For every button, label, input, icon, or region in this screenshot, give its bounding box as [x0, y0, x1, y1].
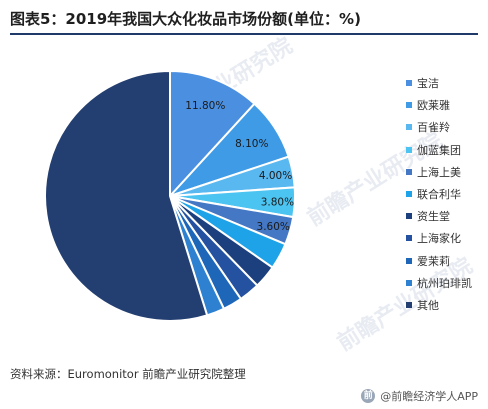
legend-label: 其他 [417, 298, 439, 312]
pie-slice [169, 69, 256, 199]
legend-swatch [406, 102, 412, 109]
legend-item: 百雀羚 [406, 116, 472, 138]
legend-item: 欧莱雅 [406, 94, 472, 116]
slice-data-label: 4.00% [259, 170, 292, 182]
legend-item: 上海家化 [406, 227, 472, 249]
brand-logo-icon: 前 [361, 389, 376, 403]
legend-label: 宝洁 [417, 77, 439, 91]
legend-label: 联合利华 [417, 188, 461, 202]
legend-label: 百雀羚 [417, 121, 450, 135]
brand-credit: 前 @前瞻经济学人APP [361, 388, 478, 404]
legend-swatch [406, 213, 412, 220]
legend-item: 杭州珀琲凯 [406, 272, 472, 294]
legend-label: 欧莱雅 [417, 99, 450, 113]
legend-item: 上海上美 [406, 161, 472, 183]
legend-label: 爱茉莉 [417, 254, 450, 268]
legend-item: 联合利华 [406, 183, 472, 205]
slice-data-label: 3.60% [257, 221, 290, 233]
legend-swatch [406, 168, 412, 175]
legend-label: 上海上美 [417, 165, 461, 179]
legend-item: 宝洁 [406, 72, 472, 94]
brand-text: @前瞻经济学人APP [380, 390, 478, 403]
pie-slice [44, 69, 209, 322]
legend-swatch [406, 191, 412, 198]
legend-item: 其他 [406, 294, 472, 316]
legend-swatch [406, 257, 412, 264]
title-underline [10, 33, 478, 35]
chart-legend: 宝洁欧莱雅百雀羚伽蓝集团上海上美联合利华资生堂上海家化爱茉莉杭州珀琲凯其他 [406, 72, 472, 316]
legend-label: 资生堂 [417, 210, 450, 224]
legend-swatch [406, 301, 412, 308]
legend-label: 上海家化 [417, 232, 461, 246]
legend-swatch [406, 279, 412, 286]
legend-swatch [406, 124, 412, 131]
legend-swatch [406, 80, 412, 87]
slice-data-label: 3.80% [261, 196, 294, 208]
legend-item: 伽蓝集团 [406, 139, 472, 161]
slice-data-label: 8.10% [235, 138, 268, 150]
legend-swatch [406, 235, 412, 242]
legend-item: 爱茉莉 [406, 250, 472, 272]
legend-item: 资生堂 [406, 205, 472, 227]
legend-label: 杭州珀琲凯 [417, 276, 472, 290]
legend-swatch [406, 146, 412, 153]
legend-label: 伽蓝集团 [417, 143, 461, 157]
source-note: 资料来源：Euromonitor 前瞻产业研究院整理 [10, 367, 246, 381]
slice-data-label: 11.80% [185, 100, 225, 112]
chart-title: 图表5：2019年我国大众化妆品市场份额(单位：%) [10, 10, 361, 28]
